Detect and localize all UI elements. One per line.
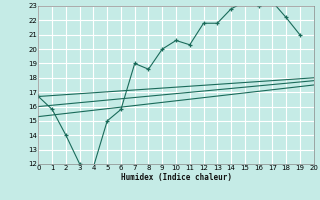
X-axis label: Humidex (Indice chaleur): Humidex (Indice chaleur) <box>121 173 231 182</box>
